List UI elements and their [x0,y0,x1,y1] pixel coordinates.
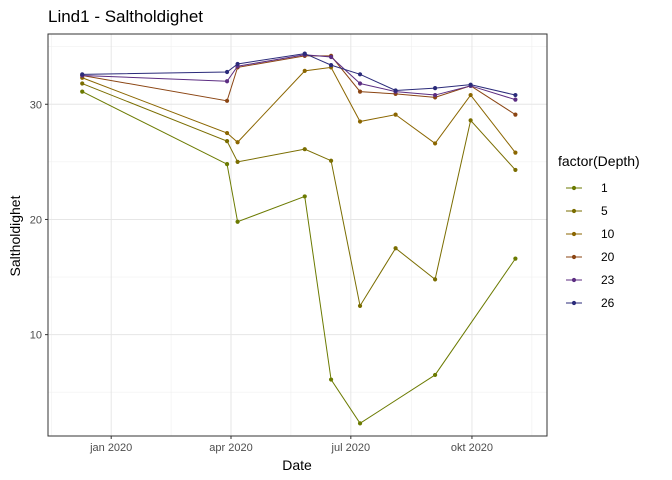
data-point [80,89,85,94]
legend-label: 10 [601,227,615,241]
series-line-20 [82,55,516,116]
chart-title: Lind1 - Saltholdighet [48,7,203,26]
data-point [80,81,85,86]
data-point [432,372,438,378]
y-axis: 10 20 30 [30,99,48,342]
legend-item-10: 10 [566,227,615,241]
data-point [432,277,438,282]
legend-label: 26 [601,296,615,310]
data-point [432,141,438,146]
y-tick-label: 10 [30,330,42,342]
data-point [302,147,307,152]
legend-title: factor(Depth) [558,153,640,169]
data-point [393,88,398,93]
data-point [513,112,518,117]
data-point [468,82,473,87]
data-point [328,63,334,68]
data-point [357,421,363,426]
data-point [357,81,363,86]
y-tick-label: 30 [30,99,42,111]
series-line-10 [82,66,516,153]
y-tick-label: 20 [30,214,42,226]
legend-key-point [571,277,577,283]
legend-item-20: 20 [566,250,615,264]
legend-item-26: 26 [566,296,615,310]
series-line-23 [82,54,516,101]
data-point [468,92,473,98]
data-point [432,92,438,98]
data-point [224,98,230,103]
legend-key-point [571,300,577,306]
legend-key-point [571,254,577,260]
data-point [393,246,398,251]
legend-key-point [571,208,577,214]
series-line-5 [82,83,516,308]
data-point [235,219,240,224]
data-point [513,167,518,173]
gridlines [48,34,547,436]
data-point [224,162,230,167]
legend-item-1: 1 [566,181,608,195]
data-point [302,68,307,73]
data-point [357,72,363,77]
series-line-26 [82,53,516,96]
x-axis: jan 2020 apr 2020 jul 2020 okt 2020 [89,436,493,454]
data-point [235,159,240,164]
series-5 [80,81,518,308]
data-point [302,194,307,199]
legend: factor(Depth) 1 5 10 20 23 26 [558,153,640,310]
series-26 [80,51,518,98]
legend-label: 23 [601,273,615,287]
data-point [393,112,398,117]
data-point [513,150,518,155]
data-point [224,79,230,84]
data-point [357,89,363,94]
data-point [302,51,307,56]
data-point [328,54,334,60]
series-line-1 [82,91,516,425]
data-point [80,72,85,77]
x-tick-label: jan 2020 [89,442,132,454]
x-tick-label: jul 2020 [331,442,371,454]
x-tick-label: apr 2020 [209,442,252,454]
x-axis-title: Date [282,457,312,473]
legend-item-5: 5 [566,204,608,218]
x-tick-label: okt 2020 [451,442,493,454]
legend-key-point [571,231,577,237]
legend-label: 20 [601,250,615,264]
data-point [235,140,240,145]
data-point [432,86,438,91]
data-point [224,130,230,136]
legend-label: 5 [601,204,608,218]
data-point [235,61,240,67]
data-point [224,139,230,144]
data-point [224,69,230,75]
data-point [357,119,363,124]
legend-label: 1 [601,181,608,195]
legend-item-23: 23 [566,273,615,287]
panel-border [47,33,548,437]
data-point [513,97,518,102]
data-point [513,92,518,98]
data-point [328,377,334,382]
y-axis-title: Saltholdighet [7,195,23,276]
series-layer [80,51,518,426]
data-point [513,256,518,261]
series-1 [80,89,518,426]
legend-key-point [571,185,577,191]
data-point [357,303,363,308]
data-point [468,118,473,123]
data-point [328,158,334,163]
